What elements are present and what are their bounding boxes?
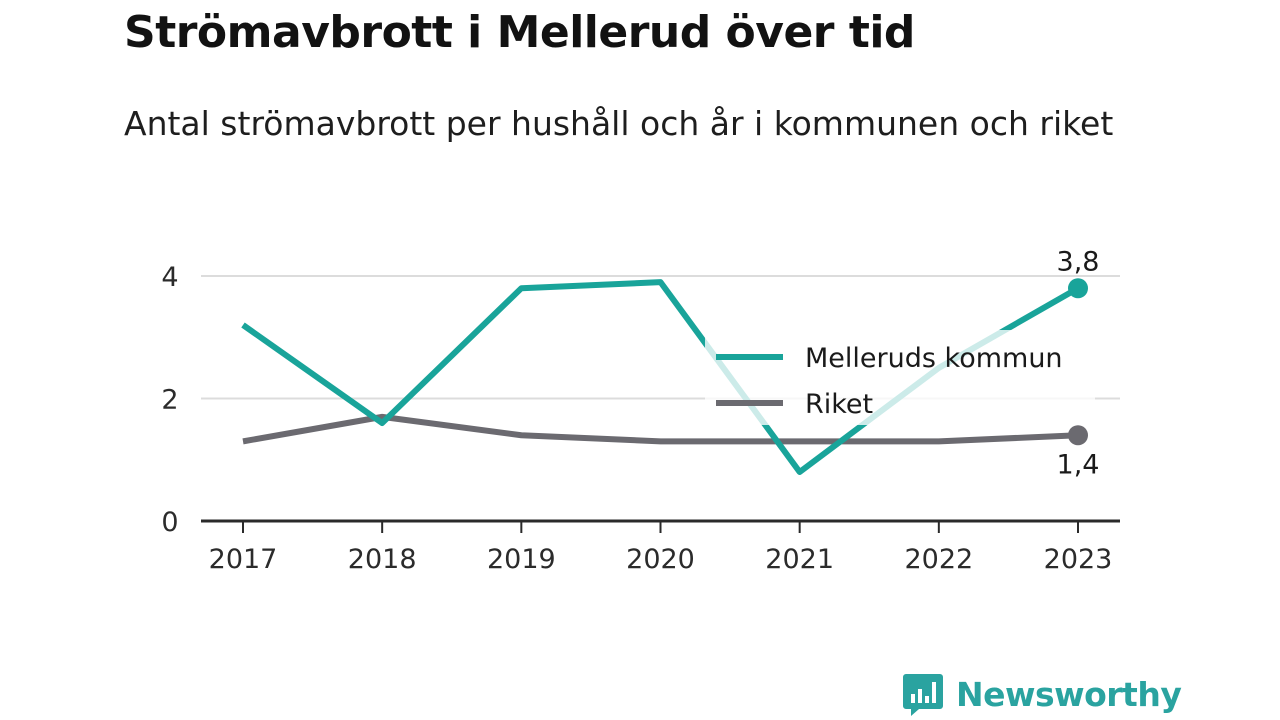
legend-background bbox=[705, 330, 1095, 425]
data-label-riket-2023: 1,4 bbox=[1057, 449, 1100, 480]
chart-subtitle: Antal strömavbrott per hushåll och år i … bbox=[124, 104, 1114, 143]
end-point-kommun bbox=[1068, 278, 1088, 299]
y-tick-label-2: 2 bbox=[161, 385, 178, 416]
bar-chart-speech-bubble-icon bbox=[903, 674, 943, 716]
data-label-kommun-2023: 3,8 bbox=[1057, 246, 1100, 277]
y-tick-label-0: 0 bbox=[161, 507, 178, 538]
x-axis: 2017 2018 2019 2020 2021 2022 2023 bbox=[201, 519, 1120, 575]
x-tick-label-2020: 2020 bbox=[626, 544, 695, 575]
x-tick-label-2019: 2019 bbox=[487, 544, 556, 575]
x-tick-label-2021: 2021 bbox=[765, 544, 834, 575]
legend: Melleruds kommun Riket bbox=[705, 330, 1095, 425]
brand-name: Newsworthy bbox=[956, 674, 1182, 714]
brand-logo: Newsworthy bbox=[902, 670, 1182, 718]
legend-label-kommun: Melleruds kommun bbox=[805, 343, 1063, 374]
chart-title: Strömavbrott i Mellerud över tid bbox=[124, 7, 915, 58]
x-tick-label-2022: 2022 bbox=[904, 544, 973, 575]
x-tick-label-2023: 2023 bbox=[1044, 544, 1113, 575]
legend-label-riket: Riket bbox=[805, 389, 873, 420]
x-tick-label-2018: 2018 bbox=[348, 544, 417, 575]
data-labels: 3,8 1,4 bbox=[1057, 246, 1100, 480]
y-tick-label-4: 4 bbox=[161, 262, 178, 293]
x-tick-label-2017: 2017 bbox=[209, 544, 278, 575]
end-point-riket bbox=[1068, 425, 1088, 446]
series-line-riket bbox=[242, 413, 1079, 445]
